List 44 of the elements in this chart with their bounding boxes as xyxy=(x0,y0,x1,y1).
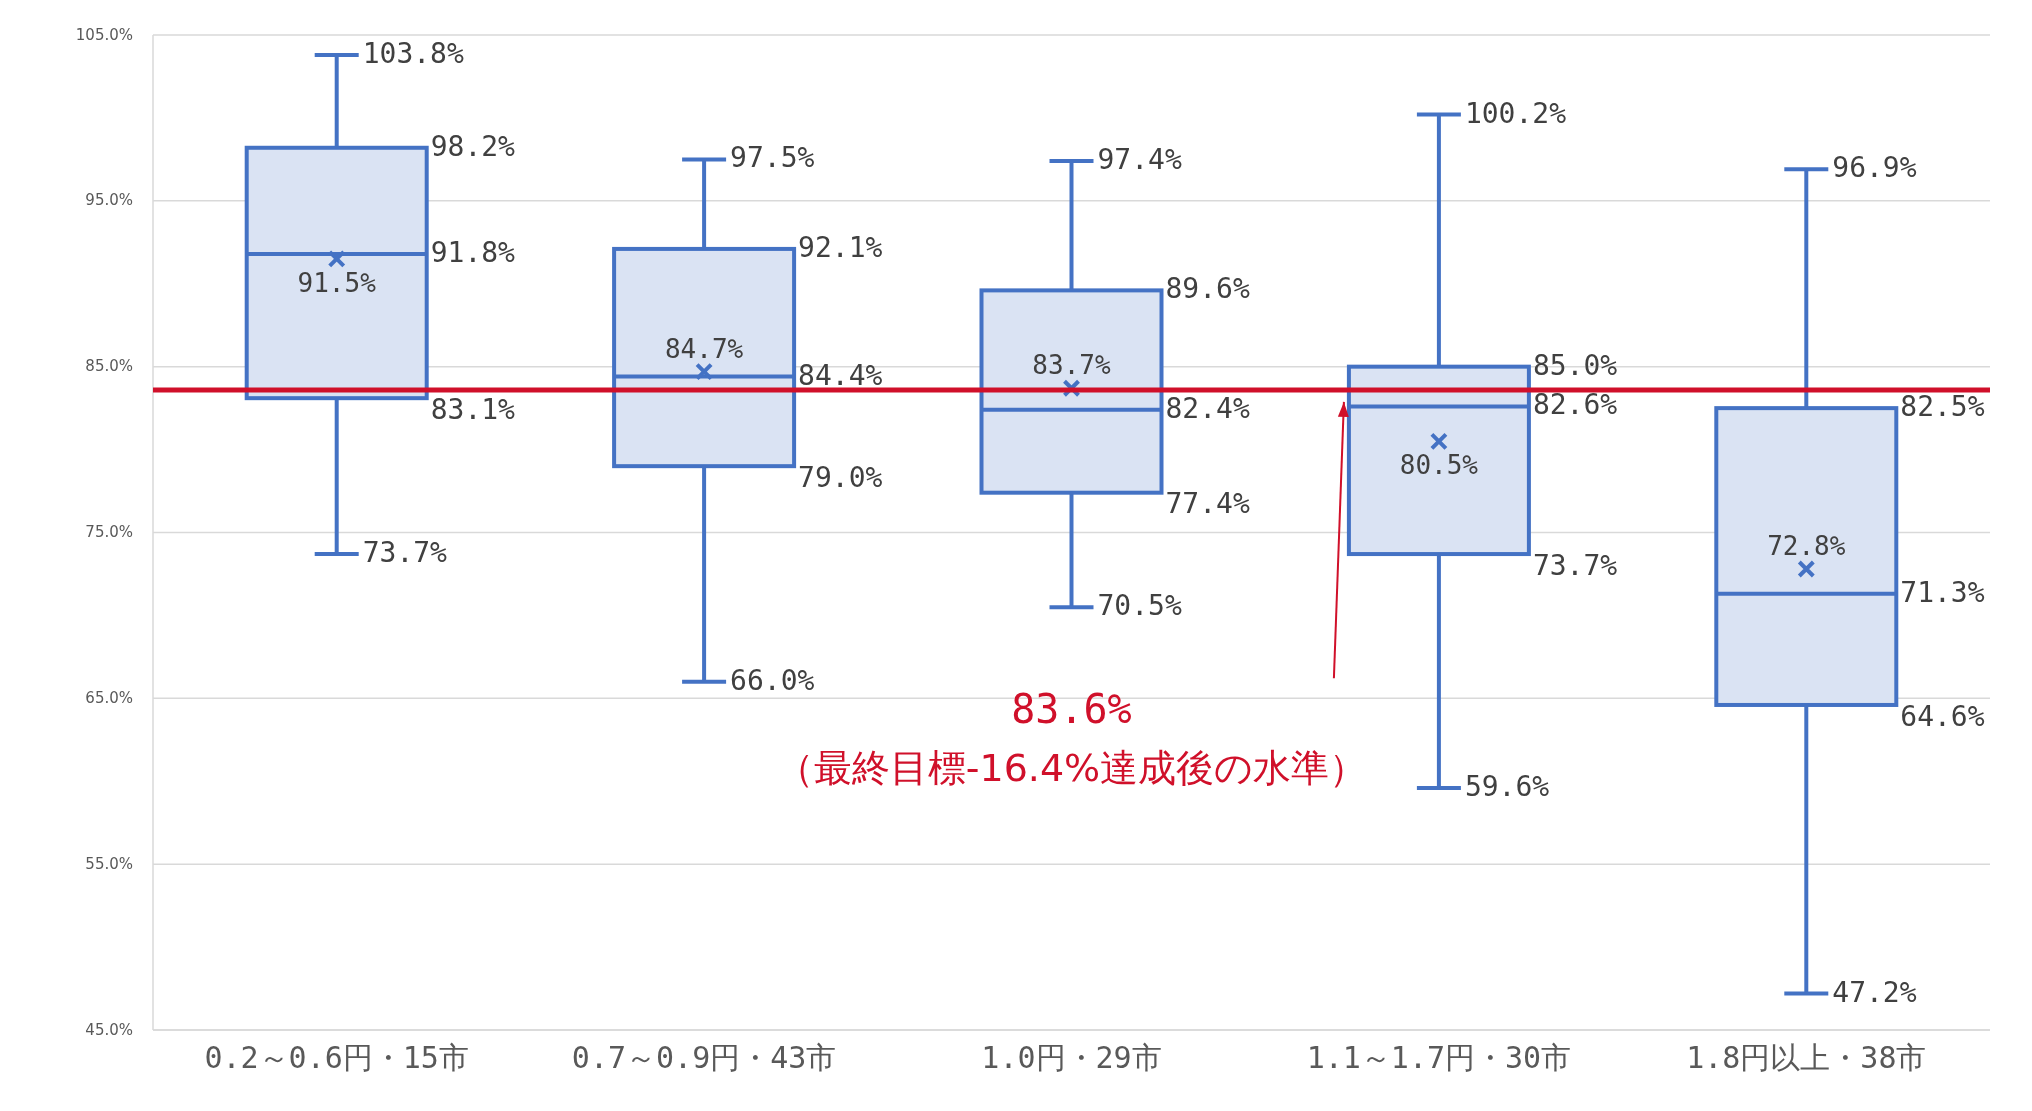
text: 73.7% xyxy=(1532,548,1618,582)
ref-line-label: 83.6% xyxy=(1011,686,1132,733)
text: 59.6% xyxy=(1464,769,1550,803)
y-tick-label: 65.0% xyxy=(85,688,133,707)
text: 92.1% xyxy=(798,230,883,264)
text: 82.6% xyxy=(1532,388,1618,422)
text: 100.2% xyxy=(1464,96,1567,130)
y-tick-label: 45.0% xyxy=(85,1020,133,1039)
text: 73.7% xyxy=(362,536,447,570)
text: 97.4% xyxy=(1097,143,1182,177)
text: 72.8% xyxy=(1767,530,1846,561)
text: 66.0% xyxy=(730,663,815,697)
text: 83.1% xyxy=(430,392,515,426)
y-tick-label: 95.0% xyxy=(85,191,133,210)
text: 84.4% xyxy=(798,358,883,392)
text: 85.0% xyxy=(1532,348,1618,382)
text: 103.8% xyxy=(362,36,464,70)
text: 79.0% xyxy=(798,460,883,494)
text: 64.6% xyxy=(1900,699,1985,733)
text: 71.3% xyxy=(1900,575,1985,609)
x-tick-label: 1.1～1.7円・30市 xyxy=(1306,1040,1572,1075)
text: 80.5% xyxy=(1399,450,1479,481)
text: 89.6% xyxy=(1165,272,1250,306)
text: 47.2% xyxy=(1832,975,1917,1009)
text: 70.5% xyxy=(1097,589,1182,623)
text: 97.5% xyxy=(730,141,815,175)
text: 84.7% xyxy=(664,333,744,364)
x-tick-label: 0.7～0.9円・43市 xyxy=(571,1040,837,1075)
y-tick-label: 75.0% xyxy=(85,523,133,541)
annotation: （最終目標-16.4%達成後の水準） xyxy=(775,746,1368,791)
text: 77.4% xyxy=(1165,487,1250,521)
text: 82.4% xyxy=(1165,391,1250,425)
y-tick-label: 55.0% xyxy=(85,854,133,873)
text: 91.5% xyxy=(297,268,376,299)
text: 91.8% xyxy=(430,235,515,269)
text: 98.2% xyxy=(430,129,515,163)
y-tick-label: 85.0% xyxy=(85,357,133,376)
x-tick-label: 1.0円・29市 xyxy=(981,1040,1162,1075)
text: 83.7% xyxy=(1032,350,1111,381)
x-tick-label: 1.8円以上・38市 xyxy=(1686,1040,1927,1075)
y-tick-label: 105.0% xyxy=(75,25,133,44)
text: 82.5% xyxy=(1900,390,1985,424)
text: 96.9% xyxy=(1832,151,1917,185)
x-tick-label: 0.2～0.6円・15市 xyxy=(204,1040,469,1075)
